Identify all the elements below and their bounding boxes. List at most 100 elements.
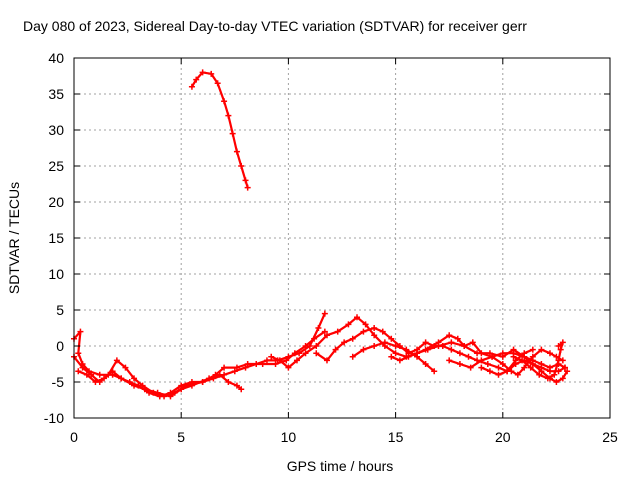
data-point [244, 361, 251, 367]
y-axis-title: SDTVAR / TECUs [6, 182, 22, 294]
data-point [489, 353, 496, 360]
series-arc-h [446, 350, 571, 385]
data-point [529, 361, 536, 367]
data-point [238, 386, 245, 393]
data-point [113, 357, 120, 364]
data-point [285, 364, 292, 371]
data-point [221, 364, 228, 371]
data-point [388, 335, 395, 342]
data-point [448, 346, 455, 353]
y-tick-label: 40 [48, 50, 64, 66]
data-point [536, 371, 543, 378]
data-point [478, 350, 485, 357]
data-point [345, 321, 352, 328]
data-point [521, 364, 528, 371]
data-point [396, 357, 403, 364]
data-point [510, 353, 517, 360]
y-tick-label: 25 [48, 158, 64, 174]
data-point [291, 350, 298, 357]
data-point [486, 368, 493, 375]
data-point [553, 379, 560, 385]
x-tick-label: 5 [177, 429, 185, 445]
data-point [495, 364, 502, 371]
data-point [101, 375, 108, 382]
data-point [302, 343, 309, 349]
data-point [546, 368, 553, 375]
data-point [446, 332, 453, 339]
data-point [467, 364, 474, 371]
chart-title: Day 080 of 2023, Sidereal Day-to-day VTE… [23, 18, 527, 34]
data-point [561, 364, 568, 371]
data-point [83, 371, 90, 378]
data-point [456, 350, 463, 357]
data-point [141, 386, 148, 393]
data-point [118, 375, 125, 382]
data-point [557, 346, 564, 353]
data-point [544, 375, 551, 382]
data-point [332, 346, 339, 353]
data-point [272, 361, 279, 367]
data-point [431, 368, 438, 375]
y-tick-label: -10 [44, 410, 64, 426]
data-point [461, 343, 468, 349]
data-point [321, 328, 328, 335]
data-point [555, 343, 562, 349]
data-point [465, 353, 472, 360]
data-point [75, 350, 82, 357]
series-arc-j [478, 357, 568, 378]
data-point [244, 184, 251, 191]
x-axis-title: GPS time / hours [287, 458, 394, 474]
series-arc-a [71, 310, 328, 400]
data-point [555, 357, 562, 364]
y-tick-label: 30 [48, 122, 64, 138]
data-point [405, 353, 412, 360]
data-point [379, 328, 386, 335]
data-point [538, 364, 545, 371]
data-point [122, 364, 129, 371]
data-point [178, 386, 185, 393]
y-tick-label: 35 [48, 86, 64, 102]
data-point [392, 343, 399, 349]
data-point [131, 382, 138, 389]
data-point [225, 379, 232, 385]
data-point [422, 339, 429, 346]
data-point [216, 371, 223, 378]
data-point [75, 368, 82, 375]
data-point [188, 83, 195, 90]
data-point [341, 339, 348, 346]
data-point [555, 368, 562, 375]
data-point [362, 321, 369, 328]
data-point [334, 328, 341, 335]
data-point [229, 130, 236, 137]
y-tick-label: 15 [48, 230, 64, 246]
data-point [478, 357, 485, 364]
data-point [225, 112, 232, 119]
data-point [354, 314, 361, 321]
data-point [499, 350, 506, 357]
tick-layer: 0 5 10 15 20 25 -10 -5 0 5 10 15 20 25 30 35 40 [44, 50, 618, 445]
x-tick-label: 20 [495, 429, 511, 445]
data-point [311, 335, 318, 342]
data-point [414, 350, 421, 357]
data-point [469, 339, 476, 346]
data-point [499, 361, 506, 367]
data-point [371, 325, 378, 331]
data-point [388, 353, 395, 360]
data-point [403, 346, 410, 353]
data-point [349, 353, 356, 360]
data-point [221, 98, 228, 105]
y-tick-label: 10 [48, 266, 64, 282]
y-tick-label: 20 [48, 194, 64, 210]
x-tick-label: 10 [281, 429, 297, 445]
data-point [422, 361, 429, 367]
data-point [233, 148, 240, 155]
x-tick-label: 15 [388, 429, 404, 445]
data-point [521, 357, 528, 364]
x-tick-label: 25 [602, 429, 618, 445]
x-tick-label: 0 [70, 429, 78, 445]
data-point [504, 368, 511, 375]
data-point [263, 357, 270, 364]
data-point [293, 357, 300, 364]
data-point [231, 368, 238, 375]
data-point [527, 364, 534, 371]
